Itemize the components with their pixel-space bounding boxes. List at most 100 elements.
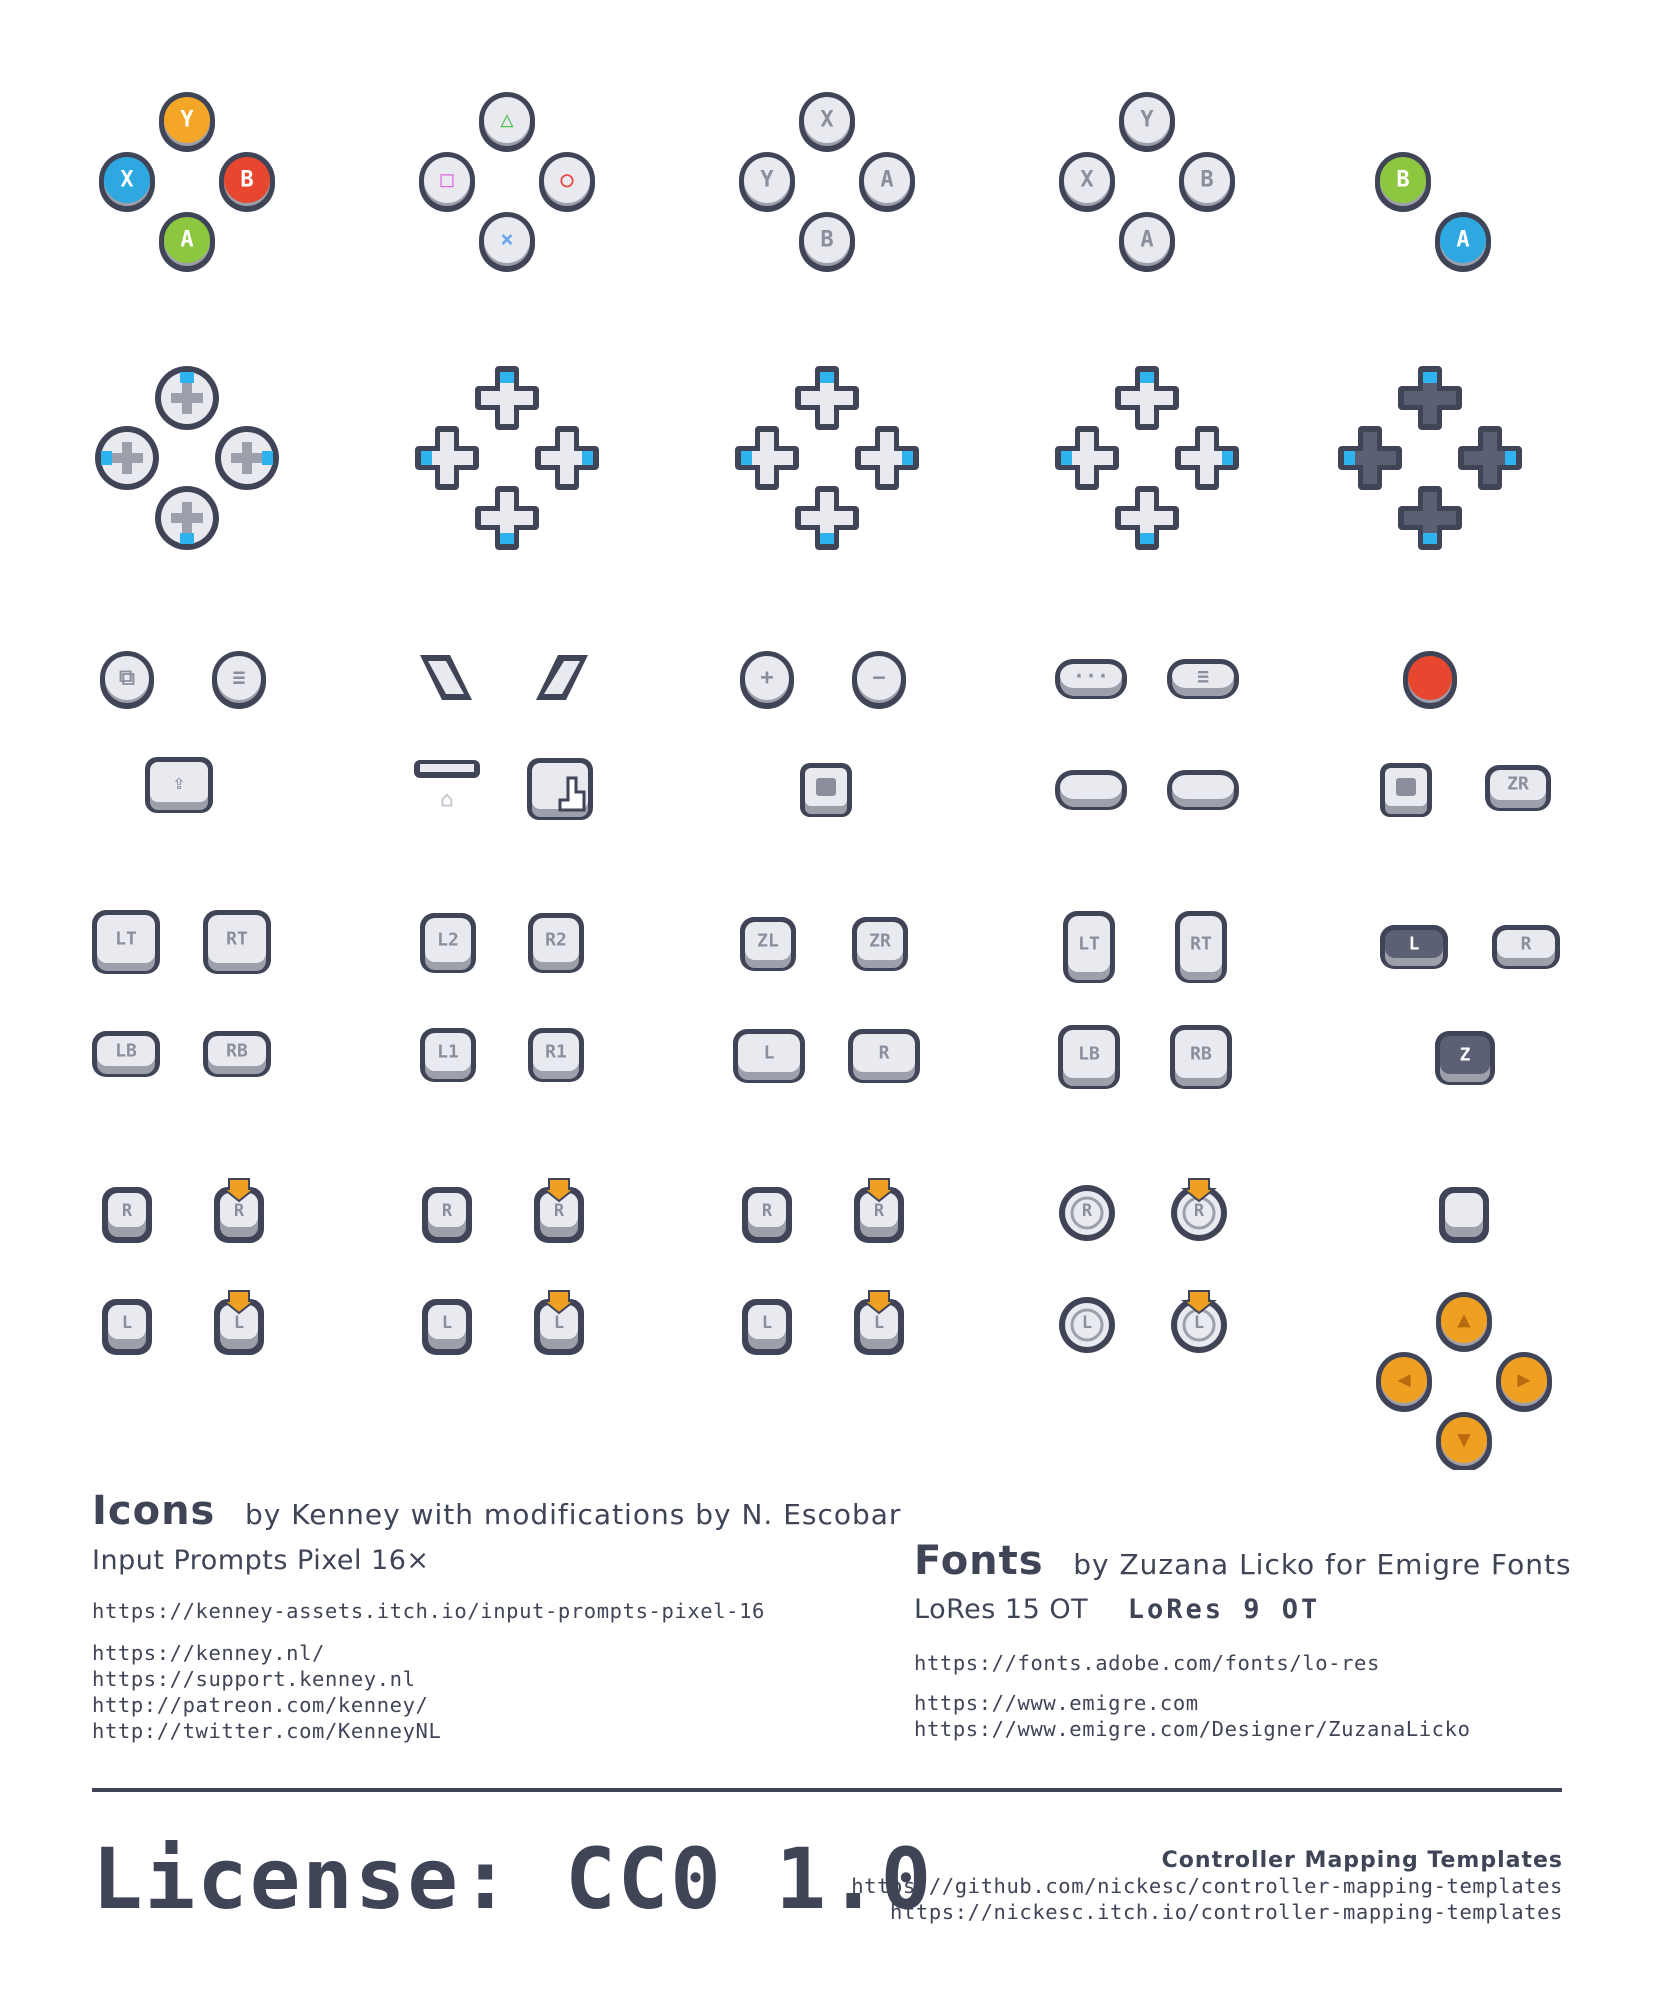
- font-link[interactable]: https://fonts.adobe.com/fonts/lo-res: [914, 1651, 1380, 1675]
- kenney-link[interactable]: https://kenney.nl/: [92, 1641, 325, 1665]
- misc-system-buttons: ZR: [1380, 651, 1551, 817]
- stick-set-1: R R L L: [102, 1178, 264, 1355]
- x-button-icon: X: [99, 152, 155, 212]
- left-stick-press-icon: L: [214, 1290, 264, 1355]
- options-button-icon: [536, 655, 588, 700]
- rt-trigger-icon: RT: [1175, 911, 1227, 983]
- square-button-icon: □: [419, 152, 475, 212]
- plus-button-icon: +: [740, 651, 794, 709]
- kenney-link[interactable]: https://support.kenney.nl: [92, 1667, 416, 1691]
- svg-text:R: R: [234, 1201, 245, 1221]
- icons-pack-link[interactable]: https://kenney-assets.itch.io/input-prom…: [92, 1599, 765, 1623]
- b-button-icon: B: [1375, 152, 1431, 212]
- rt-trigger-icon: RT: [203, 910, 271, 974]
- svg-text:R: R: [442, 1201, 453, 1221]
- dpad-direction-icon: [1055, 426, 1119, 490]
- pill-system-buttons: ··· ≡: [1055, 659, 1239, 810]
- pill-blank-button-icon: [1167, 770, 1239, 810]
- svg-text:LB: LB: [1078, 1044, 1100, 1065]
- blank-stick: [1439, 1187, 1489, 1243]
- dpad-direction-icon: [1398, 366, 1462, 430]
- templates-link[interactable]: https://nickesc.itch.io/controller-mappi…: [890, 1900, 1563, 1924]
- xbox-shoulders: LT RT LB RB: [92, 910, 271, 1077]
- lt-trigger-icon: LT: [1063, 911, 1115, 983]
- emigre-links: https://www.emigre.com https://www.emigr…: [914, 1690, 1471, 1742]
- rb-bumper-icon: RB: [1170, 1025, 1232, 1089]
- l-trigger-icon: L: [1380, 925, 1448, 969]
- dpad-direction-icon: [1175, 426, 1239, 490]
- right-stick-icon: R: [742, 1187, 792, 1243]
- left-face-button-icon: X: [1059, 152, 1115, 212]
- svg-text:L: L: [234, 1313, 244, 1333]
- svg-text:≡: ≡: [1197, 664, 1209, 688]
- icons-credit-byline: by Kenney with modifications by N. Escob…: [245, 1498, 902, 1531]
- svg-text:···: ···: [1073, 664, 1109, 688]
- svg-text:≡: ≡: [232, 666, 245, 691]
- zr-button-icon: ZR: [1485, 765, 1551, 811]
- rb-bumper-icon: RB: [203, 1031, 271, 1077]
- round-dpad-set: [95, 366, 279, 550]
- b-button-icon: B: [219, 152, 275, 212]
- zl-trigger-icon: ZL: [740, 917, 796, 971]
- kenney-link[interactable]: http://twitter.com/KenneyNL: [92, 1719, 442, 1743]
- fonts-credit-byline: by Zuzana Licko for Emigre Fonts: [1073, 1548, 1572, 1581]
- y-button-icon: Y: [159, 92, 215, 152]
- svg-text:▼: ▼: [1457, 1428, 1471, 1453]
- svg-text:R2: R2: [545, 930, 567, 951]
- playstation-shoulders: L2 R2 L1 R1: [420, 913, 584, 1082]
- svg-text:A: A: [180, 228, 193, 253]
- left-stick-icon: L: [102, 1299, 152, 1355]
- svg-text:Z: Z: [1460, 1045, 1471, 1066]
- svg-text:−: −: [872, 666, 885, 691]
- xbox-face-buttons: Y X B A: [99, 92, 275, 272]
- nintendo-face-buttons: X Y A B: [739, 92, 915, 272]
- svg-text:B: B: [240, 168, 253, 193]
- svg-text:B: B: [1200, 168, 1213, 193]
- svg-text:A: A: [1456, 228, 1469, 253]
- emigre-link[interactable]: https://www.emigre.com/Designer/ZuzanaLi…: [914, 1717, 1471, 1741]
- circle-button-icon: ○: [539, 152, 595, 212]
- svg-text:◀: ◀: [1397, 1368, 1411, 1393]
- font-name-lores9: LoRes 9 OT: [1127, 1594, 1321, 1625]
- left-stick-press-icon: L: [534, 1290, 584, 1355]
- menu-button-icon: ≡: [212, 651, 266, 709]
- dpad-direction-icon: [415, 426, 479, 490]
- arrow-button-icon: ◀: [1376, 1352, 1432, 1412]
- playstation-system-buttons: ⌂: [414, 655, 593, 820]
- top-face-button-icon: X: [799, 92, 855, 152]
- r1-bumper-icon: R1: [528, 1028, 584, 1082]
- r-bumper-icon: R: [848, 1029, 920, 1083]
- left-face-button-icon: Y: [739, 152, 795, 212]
- svg-text:⌂: ⌂: [440, 788, 453, 813]
- right-stick-icon: R: [102, 1187, 152, 1243]
- svg-text:RT: RT: [1190, 934, 1212, 955]
- arrow-button-icon: ▶: [1496, 1352, 1552, 1412]
- cross-button-icon: ×: [479, 212, 535, 272]
- record-button-icon: [1403, 651, 1457, 709]
- kenney-link[interactable]: http://patreon.com/kenney/: [92, 1693, 429, 1717]
- fonts-credit-title: Fonts: [914, 1538, 1044, 1584]
- left-stick-icon: L: [742, 1299, 792, 1355]
- dpad-direction-icon: [155, 366, 219, 430]
- bottom-face-button-icon: A: [1119, 212, 1175, 272]
- svg-text:A: A: [1140, 228, 1153, 253]
- cross-dpad-set-2: [735, 366, 919, 550]
- pill-select-button-icon: ···: [1055, 659, 1127, 699]
- emigre-link[interactable]: https://www.emigre.com: [914, 1691, 1199, 1715]
- left-stick-icon: L: [1059, 1297, 1115, 1353]
- dark-dpad-set: [1338, 366, 1522, 550]
- z-button-icon: Z: [1435, 1031, 1495, 1085]
- templates-link[interactable]: https://github.com/nickesc/controller-ma…: [851, 1874, 1563, 1898]
- dpad-direction-icon: [735, 426, 799, 490]
- square-system-button-icon: [1380, 763, 1432, 817]
- svg-text:⇪: ⇪: [173, 770, 185, 794]
- svg-text:L: L: [764, 1043, 775, 1064]
- cross-dpad-set: [415, 366, 599, 550]
- generic-shoulders: LT RT LB RB: [1058, 911, 1232, 1089]
- svg-text:ZL: ZL: [757, 931, 779, 952]
- svg-text:▶: ▶: [1517, 1368, 1531, 1393]
- svg-text:A: A: [880, 168, 893, 193]
- svg-text:□: □: [440, 168, 454, 193]
- icons-credit-title: Icons: [92, 1488, 216, 1534]
- svg-text:ZR: ZR: [1507, 774, 1529, 795]
